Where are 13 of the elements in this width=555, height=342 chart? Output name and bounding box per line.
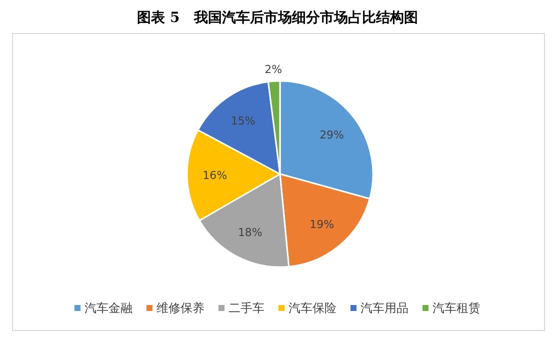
data-label: 16% [202, 169, 228, 182]
legend-label: 汽车金融 [84, 301, 132, 315]
legend-label: 二手车 [228, 301, 264, 315]
legend-label: 汽车用品 [360, 301, 408, 315]
legend-label: 汽车保险 [288, 301, 336, 315]
data-label: 18% [238, 226, 262, 239]
data-label: 19% [310, 218, 334, 231]
legend-label: 维修保养 [156, 301, 204, 315]
data-label: 15% [230, 114, 256, 128]
chart-title: 图表 5 我国汽车后市场细分市场占比结构图 [137, 9, 418, 26]
data-label: 2% [264, 63, 282, 76]
data-label: 29% [320, 128, 344, 142]
legend-label: 汽车租赁 [432, 301, 480, 315]
